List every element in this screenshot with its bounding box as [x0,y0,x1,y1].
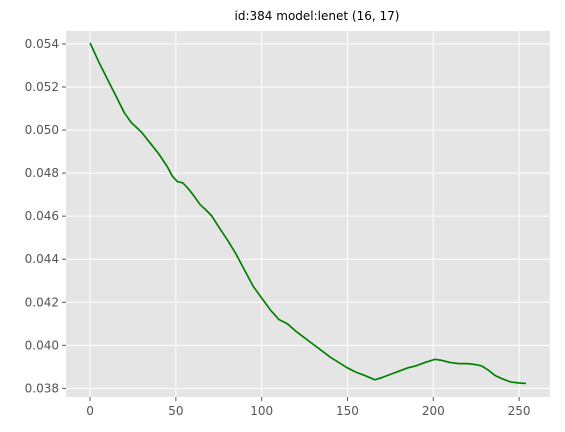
x-tick-label: 150 [336,404,359,418]
x-tick-label: 100 [250,404,273,418]
chart-title: id:384 model:lenet (16, 17) [235,9,400,23]
y-tick-label: 0.052 [25,80,59,94]
y-tick-label: 0.040 [25,338,59,352]
x-tick-label: 50 [168,404,183,418]
y-tick-label: 0.044 [25,252,59,266]
y-tick-label: 0.046 [25,209,59,223]
x-tick-label: 250 [508,404,531,418]
x-tick-label: 200 [422,404,445,418]
y-tick-label: 0.048 [25,166,59,180]
y-tick-label: 0.054 [25,37,59,51]
plot-area [66,31,550,397]
x-tick-label: 0 [86,404,94,418]
y-tick-label: 0.050 [25,123,59,137]
y-tick-label: 0.042 [25,295,59,309]
y-tick-label: 0.038 [25,381,59,395]
y-axis: 0.038 0.040 0.042 0.044 0.046 0.048 0.050 0.052… [25,37,66,395]
x-axis: 0 50 100 150 200 250 [86,397,530,418]
